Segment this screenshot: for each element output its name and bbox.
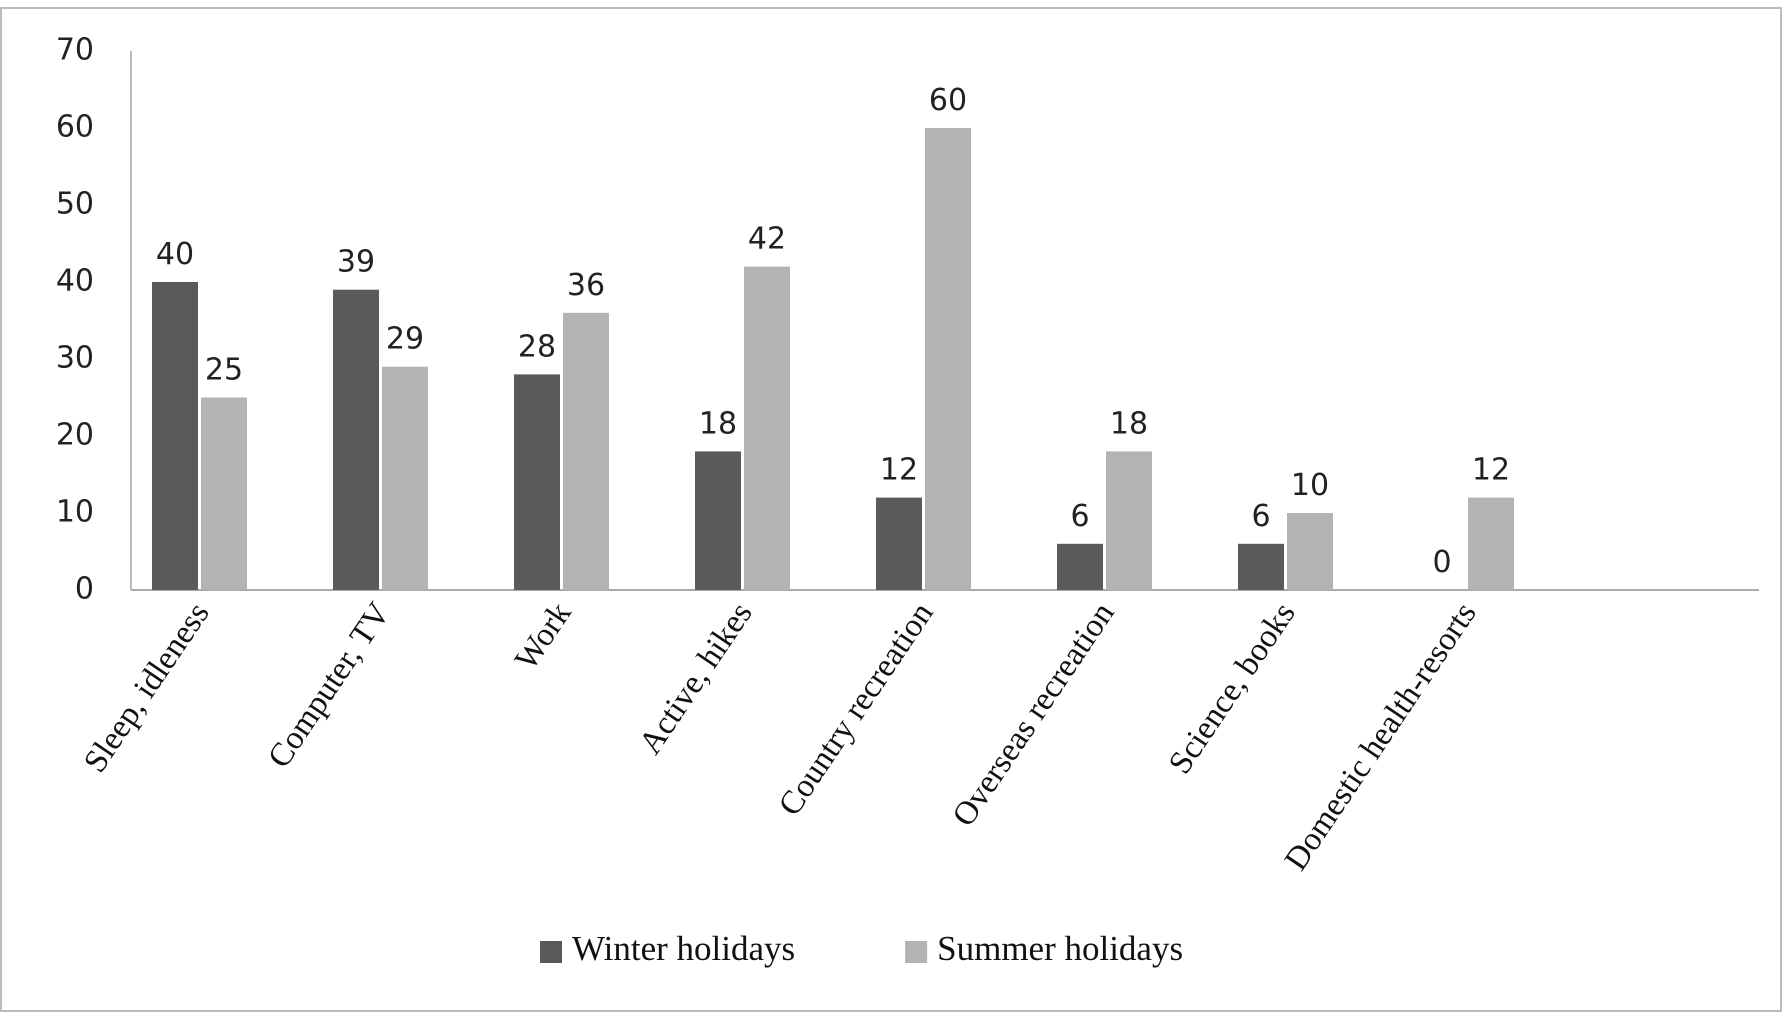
y-tick-label: 50 <box>56 187 94 222</box>
y-tick-label: 70 <box>56 33 94 68</box>
value-label: 6 <box>1251 499 1270 534</box>
value-label: 40 <box>156 237 194 272</box>
y-tick-label: 0 <box>75 572 94 607</box>
y-tick-label: 60 <box>56 110 94 145</box>
bar <box>563 312 609 590</box>
value-label: 12 <box>1472 453 1510 488</box>
y-tick-label: 30 <box>56 341 94 376</box>
y-tick-label: 10 <box>56 495 94 530</box>
legend-swatch <box>905 941 928 963</box>
value-label: 12 <box>880 453 918 488</box>
bar <box>1468 497 1514 590</box>
y-tick-label: 40 <box>56 264 94 299</box>
y-tick-label: 20 <box>56 418 94 453</box>
value-label: 0 <box>1432 545 1451 580</box>
bar <box>514 374 560 590</box>
value-label: 42 <box>748 222 786 257</box>
bar <box>382 366 428 590</box>
legend-label: Summer holidays <box>937 929 1183 968</box>
value-label: 28 <box>518 329 556 364</box>
bar <box>695 451 741 590</box>
bar <box>1238 543 1284 590</box>
value-label: 18 <box>699 406 737 441</box>
value-label: 36 <box>567 268 605 303</box>
bar <box>1057 543 1103 590</box>
bar <box>744 266 790 590</box>
value-label: 18 <box>1110 406 1148 441</box>
value-label: 60 <box>929 83 967 118</box>
bar <box>333 289 379 590</box>
bar <box>1106 451 1152 590</box>
legend-label: Winter holidays <box>572 929 795 968</box>
bar <box>876 497 922 590</box>
value-label: 10 <box>1291 468 1329 503</box>
value-label: 39 <box>337 245 375 280</box>
bar <box>1287 513 1333 590</box>
legend-swatch <box>540 941 562 963</box>
bar <box>152 282 198 590</box>
bar <box>201 397 247 590</box>
value-label: 25 <box>205 353 243 388</box>
value-label: 6 <box>1070 499 1089 534</box>
bar <box>925 128 971 590</box>
value-label: 29 <box>386 322 424 357</box>
